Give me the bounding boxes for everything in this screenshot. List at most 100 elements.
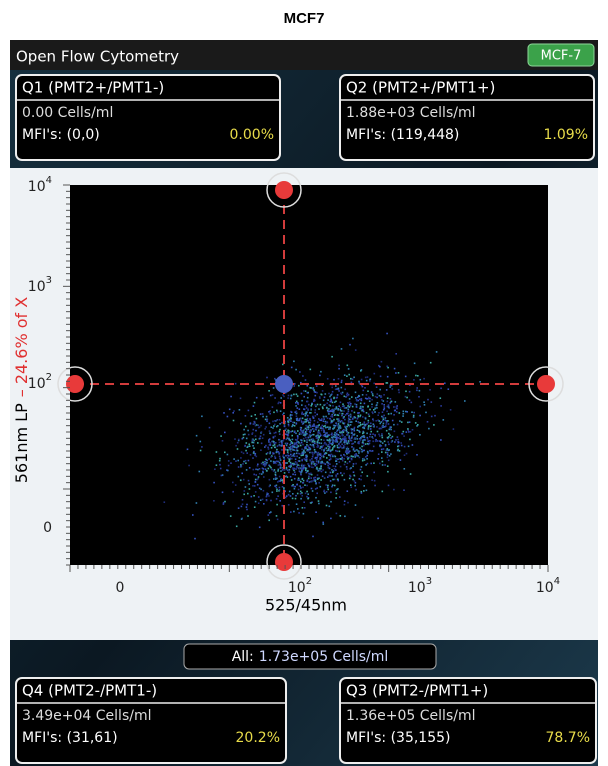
event-dot xyxy=(420,379,422,381)
event-dot xyxy=(361,491,363,493)
event-dot xyxy=(256,479,258,481)
event-dot xyxy=(371,404,373,406)
event-dot xyxy=(354,456,356,458)
event-dot xyxy=(279,431,281,433)
event-dot xyxy=(268,390,270,392)
event-dot xyxy=(337,488,339,490)
event-dot xyxy=(300,493,302,495)
event-dot xyxy=(370,428,372,430)
event-dot xyxy=(379,366,381,368)
event-dot xyxy=(363,490,365,492)
event-dot xyxy=(307,392,309,394)
event-dot xyxy=(361,492,363,494)
event-dot xyxy=(269,413,271,415)
event-dot xyxy=(408,431,410,433)
event-dot xyxy=(343,458,345,460)
event-dot xyxy=(307,463,309,465)
event-dot xyxy=(431,401,433,403)
event-dot xyxy=(360,406,362,408)
event-dot xyxy=(253,495,255,497)
event-dot xyxy=(330,399,332,401)
quadrant-percent: 1.09% xyxy=(544,127,588,143)
event-dot xyxy=(387,454,389,456)
event-dot xyxy=(331,439,333,441)
event-dot xyxy=(262,416,264,418)
event-dot xyxy=(352,456,354,458)
badge[interactable]: MCF-7 xyxy=(541,49,582,64)
event-dot xyxy=(378,434,380,436)
event-dot xyxy=(419,415,421,417)
gate-handle[interactable] xyxy=(275,181,293,199)
event-dot xyxy=(275,432,277,434)
event-dot xyxy=(351,435,353,437)
gate-handle[interactable] xyxy=(537,375,555,393)
event-dot xyxy=(253,429,255,431)
event-dot xyxy=(240,464,242,466)
event-dot xyxy=(292,484,294,486)
event-dot xyxy=(242,503,244,505)
event-dot xyxy=(260,425,262,427)
event-dot xyxy=(305,437,307,439)
event-dot xyxy=(305,415,307,417)
event-dot xyxy=(351,437,353,439)
event-dot xyxy=(349,457,351,459)
event-dot xyxy=(333,397,335,399)
event-dot xyxy=(299,468,301,470)
event-dot xyxy=(360,469,362,471)
event-dot xyxy=(315,435,317,437)
event-dot xyxy=(361,449,363,451)
event-dot xyxy=(314,443,316,445)
event-dot xyxy=(338,365,340,367)
gate-center[interactable] xyxy=(275,375,293,393)
event-dot xyxy=(316,425,318,427)
event-dot xyxy=(341,444,343,446)
event-dot xyxy=(387,376,389,378)
event-dot xyxy=(246,469,248,471)
event-dot xyxy=(323,491,325,493)
event-dot xyxy=(291,426,293,428)
page: MCF7 Open Flow Cytometry MCF-7 561nm LP–… xyxy=(0,0,608,766)
event-dot xyxy=(313,480,315,482)
event-dot xyxy=(315,511,317,513)
event-dot xyxy=(347,407,349,409)
event-dot xyxy=(433,424,435,426)
event-dot xyxy=(369,415,371,417)
gate-handle[interactable] xyxy=(66,375,84,393)
gate-handle[interactable] xyxy=(275,553,293,571)
event-dot xyxy=(347,463,349,465)
event-dot xyxy=(332,479,334,481)
event-dot xyxy=(394,431,396,433)
event-dot xyxy=(253,474,255,476)
event-dot xyxy=(322,425,324,427)
y-axis-label: 561nm LP xyxy=(12,403,31,483)
event-dot xyxy=(357,418,359,420)
event-dot xyxy=(381,396,383,398)
event-dot xyxy=(415,375,417,377)
event-dot xyxy=(336,463,338,465)
event-dot xyxy=(303,480,305,482)
event-dot xyxy=(293,464,295,466)
event-dot xyxy=(381,451,383,453)
event-dot xyxy=(282,469,284,471)
event-dot xyxy=(366,380,368,382)
event-dot xyxy=(338,443,340,445)
event-dot xyxy=(260,449,262,451)
event-dot xyxy=(326,462,328,464)
event-dot xyxy=(344,479,346,481)
event-dot xyxy=(417,424,419,426)
event-dot xyxy=(343,430,345,432)
event-dot xyxy=(386,423,388,425)
event-dot xyxy=(362,450,364,452)
event-dot xyxy=(312,456,314,458)
event-dot xyxy=(353,475,355,477)
event-dot xyxy=(355,482,357,484)
event-dot xyxy=(401,445,403,447)
event-dot xyxy=(248,444,250,446)
event-dot xyxy=(358,452,360,454)
event-dot xyxy=(262,413,264,415)
event-dot xyxy=(339,436,341,438)
event-dot xyxy=(336,493,338,495)
event-dot xyxy=(309,424,311,426)
event-dot xyxy=(329,418,331,420)
event-dot xyxy=(277,470,279,472)
